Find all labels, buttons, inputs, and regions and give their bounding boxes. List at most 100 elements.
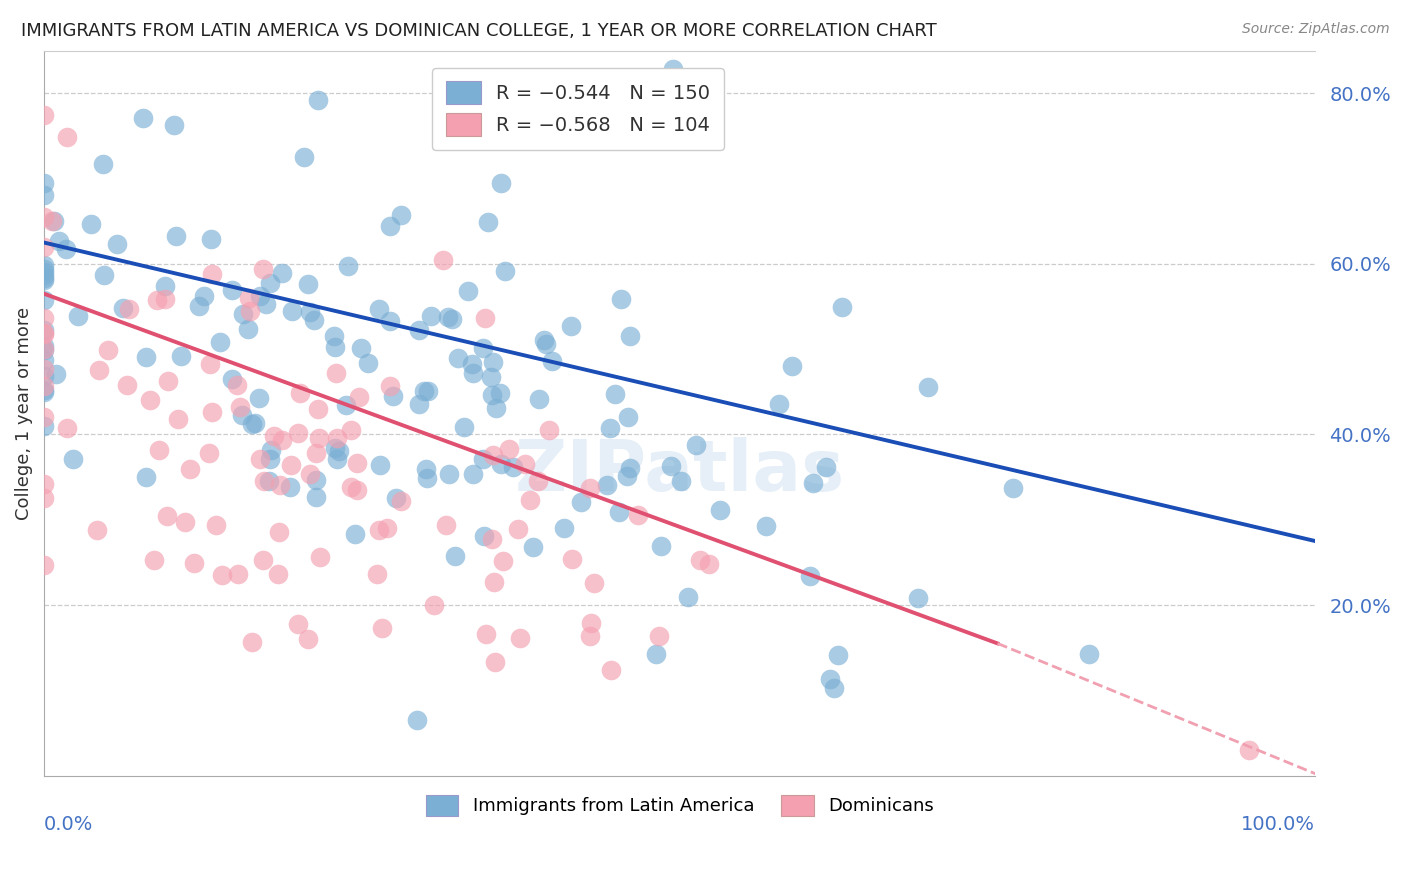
Point	[165, 229, 187, 244]
Point	[252, 553, 274, 567]
Point	[32, 419, 55, 434]
Point	[437, 310, 460, 325]
Point	[32, 271, 55, 285]
Point	[484, 656, 506, 670]
Text: IMMIGRANTS FROM LATIN AMERICA VS DOMINICAN COLLEGE, 1 YEAR OR MORE CORRELATION C: IMMIGRANTS FROM LATIN AMERICA VS DOMINIC…	[21, 22, 936, 40]
Point	[346, 456, 368, 470]
Point	[645, 647, 668, 661]
Point	[221, 372, 243, 386]
Point	[157, 374, 180, 388]
Point	[603, 387, 626, 401]
Point	[479, 370, 502, 384]
Point	[232, 307, 254, 321]
Point	[328, 443, 350, 458]
Point	[489, 386, 512, 401]
Point	[782, 359, 804, 374]
Point	[823, 681, 845, 695]
Point	[323, 340, 346, 354]
Point	[305, 446, 328, 460]
Point	[32, 339, 55, 353]
Point	[610, 292, 633, 306]
Point	[200, 357, 222, 371]
Point	[32, 262, 55, 277]
Point	[187, 300, 209, 314]
Point	[298, 305, 321, 319]
Point	[323, 441, 346, 455]
Point	[472, 341, 495, 355]
Point	[249, 289, 271, 303]
Point	[42, 214, 65, 228]
Point	[444, 549, 467, 564]
Point	[249, 452, 271, 467]
Point	[415, 462, 437, 476]
Point	[482, 574, 505, 589]
Legend: Immigrants from Latin America, Dominicans: Immigrants from Latin America, Dominican…	[413, 782, 946, 828]
Point	[32, 311, 55, 326]
Point	[32, 176, 55, 190]
Point	[117, 301, 139, 316]
Point	[32, 343, 55, 357]
Point	[509, 631, 531, 645]
Point	[146, 293, 169, 307]
Point	[502, 459, 524, 474]
Point	[292, 150, 315, 164]
Point	[326, 451, 349, 466]
Point	[32, 558, 55, 573]
Point	[32, 187, 55, 202]
Point	[519, 492, 541, 507]
Point	[650, 539, 672, 553]
Point	[537, 423, 560, 437]
Point	[475, 627, 498, 641]
Point	[659, 459, 682, 474]
Point	[522, 540, 544, 554]
Point	[87, 363, 110, 377]
Point	[323, 329, 346, 343]
Point	[239, 304, 262, 318]
Point	[569, 495, 592, 509]
Point	[391, 208, 413, 222]
Point	[527, 392, 550, 406]
Point	[498, 442, 520, 456]
Point	[579, 629, 602, 643]
Point	[492, 554, 515, 568]
Point	[378, 314, 401, 328]
Point	[818, 672, 841, 686]
Point	[347, 390, 370, 404]
Point	[381, 389, 404, 403]
Point	[247, 391, 270, 405]
Point	[481, 387, 503, 401]
Point	[32, 265, 55, 279]
Point	[343, 526, 366, 541]
Point	[32, 384, 55, 398]
Point	[243, 417, 266, 431]
Point	[447, 351, 470, 365]
Point	[55, 129, 77, 144]
Point	[143, 553, 166, 567]
Point	[340, 423, 363, 437]
Point	[55, 242, 77, 256]
Point	[263, 428, 285, 442]
Point	[32, 258, 55, 272]
Point	[148, 443, 170, 458]
Point	[803, 476, 825, 491]
Point	[561, 552, 583, 566]
Point	[755, 519, 778, 533]
Point	[627, 508, 650, 522]
Point	[371, 621, 394, 635]
Point	[132, 112, 155, 126]
Point	[156, 508, 179, 523]
Point	[252, 262, 274, 277]
Point	[41, 214, 63, 228]
Point	[461, 357, 484, 371]
Point	[135, 469, 157, 483]
Point	[253, 474, 276, 488]
Text: Source: ZipAtlas.com: Source: ZipAtlas.com	[1241, 22, 1389, 37]
Point	[280, 458, 302, 472]
Point	[599, 420, 621, 434]
Point	[45, 368, 67, 382]
Point	[579, 616, 602, 631]
Point	[413, 384, 436, 398]
Point	[229, 400, 252, 414]
Point	[135, 351, 157, 365]
Point	[1078, 648, 1101, 662]
